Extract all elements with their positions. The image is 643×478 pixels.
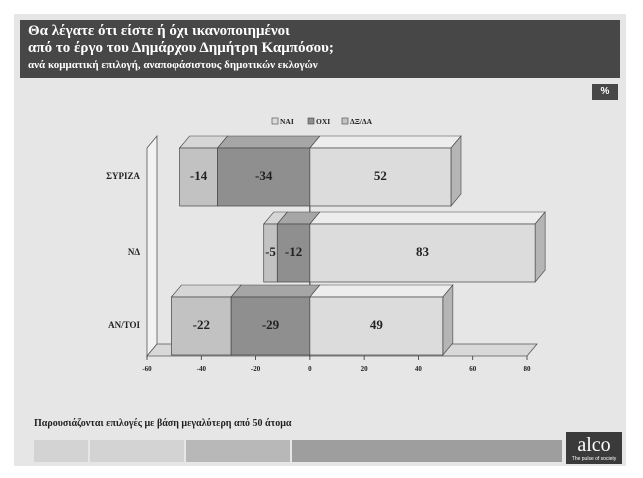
chart-title-line2: από το έργο του Δημάρχου Δημήτρη Καμπόσο…: [28, 40, 334, 56]
bar-segment: [309, 147, 452, 207]
data-label: -29: [262, 317, 280, 332]
bar-segment: [171, 296, 232, 356]
legend-swatch: [307, 117, 315, 125]
footer-strip-segment-4: [292, 440, 562, 462]
category-label: ΑΝ/ΤΟΙ: [108, 320, 140, 330]
bar-side-face: [450, 135, 462, 207]
x-tick-label: 40: [415, 365, 423, 373]
category-label: ΣΥΡΙΖΑ: [106, 171, 140, 181]
data-label: 49: [370, 317, 384, 332]
footer-strip-segment-2: [90, 440, 184, 462]
data-label: 83: [416, 244, 430, 259]
bar-top-face: [309, 211, 546, 225]
x-tick-label: -60: [142, 365, 152, 373]
bar-side-face: [534, 211, 546, 283]
legend-swatch: [271, 117, 279, 125]
percent-badge: %: [592, 84, 618, 100]
bar-top-face: [230, 284, 321, 298]
x-tick-label: 0: [308, 365, 312, 373]
data-label: -12: [285, 244, 302, 259]
alco-logo: alco The pulse of society: [566, 432, 622, 464]
legend-label: ΔΞ/ΔΑ: [350, 117, 373, 126]
chart-subtitle: ανά κομματική επιλογή, αναποφάσιστους δη…: [28, 59, 318, 71]
footer-note: Παρουσιάζονται επιλογές με βάση μεγαλύτε…: [34, 418, 292, 429]
data-label: -34: [255, 168, 273, 183]
header-banner: Θα λέγατε ότι είστε ή όχι ικανοποιημένοι…: [20, 20, 620, 78]
data-label: -22: [193, 317, 210, 332]
bar-top-face: [309, 284, 454, 298]
bar-segment: [276, 223, 311, 283]
bar-side-face: [442, 284, 454, 356]
data-label: -14: [190, 168, 208, 183]
bar-segment: [230, 296, 311, 356]
bar-top-face: [309, 135, 462, 149]
x-tick-label: -40: [197, 365, 207, 373]
footer-strip-segment-3: [186, 440, 290, 462]
legend-swatch: [341, 117, 349, 125]
chart-side-wall: [146, 134, 158, 358]
legend-label: ΟΧΙ: [316, 117, 330, 126]
logo-tagline: The pulse of society: [571, 456, 617, 462]
logo-word: alco: [577, 434, 611, 456]
bar-top-face: [216, 135, 321, 149]
category-label: ΝΔ: [128, 247, 140, 257]
chart-title-line1: Θα λέγατε ότι είστε ή όχι ικανοποιημένοι: [28, 23, 290, 39]
bar-segment: [217, 147, 311, 207]
bar-segment: [309, 223, 536, 283]
x-tick-label: 20: [361, 365, 369, 373]
data-label: -5: [265, 244, 276, 259]
x-tick-label: 60: [469, 365, 477, 373]
bar-segment: [309, 296, 444, 356]
footer-strip-segment-1: [34, 440, 88, 462]
x-tick-label: -20: [251, 365, 261, 373]
legend-label: ΝΑΙ: [280, 117, 294, 126]
x-tick-label: 80: [524, 365, 532, 373]
bar-top-face: [170, 284, 242, 298]
data-label: 52: [374, 168, 387, 183]
